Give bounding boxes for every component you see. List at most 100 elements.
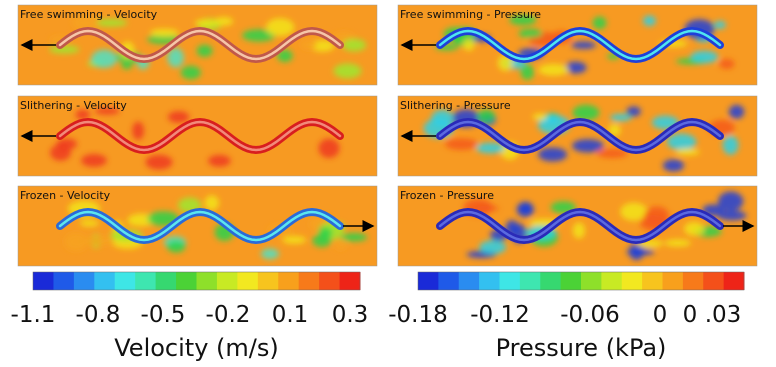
contour-blob: [277, 49, 293, 63]
colorbar-swatch: [519, 272, 541, 290]
contour-blob: [81, 153, 107, 167]
body-highlight: [438, 210, 722, 242]
colorbar-swatch: [278, 272, 300, 290]
contour-blob: [608, 123, 621, 137]
contour-blob: [79, 220, 100, 227]
colorbar-swatch: [135, 272, 157, 290]
contour-blob: [194, 19, 217, 27]
colorbar-swatch: [196, 272, 218, 290]
colorbar-swatch: [176, 272, 197, 290]
contour-blob: [445, 138, 478, 150]
contour-blob: [167, 111, 190, 123]
contour-blob: [675, 148, 700, 156]
contour-blob: [571, 41, 597, 49]
colorbar-tick-label: 0.3: [332, 302, 369, 328]
contour-blob: [282, 236, 307, 244]
colorbar-swatch: [418, 272, 439, 290]
contour-blob: [196, 44, 213, 57]
panel-label: Frozen - Velocity: [20, 189, 111, 202]
colorbar-swatch: [682, 272, 704, 290]
panel: Slithering - Velocity: [17, 95, 378, 177]
colorbar-tick-label: 0: [653, 302, 668, 328]
contour-blob: [722, 135, 739, 155]
contour-blob: [516, 202, 534, 218]
contour-blob: [509, 14, 537, 26]
contour-blob: [719, 58, 735, 70]
contour-blob: [666, 133, 697, 151]
contour-blob: [538, 63, 569, 76]
contour-blob: [71, 15, 99, 31]
contour-blob: [167, 48, 184, 68]
colorbar-swatch: [216, 272, 238, 290]
colorbar-swatch: [499, 272, 521, 290]
contour-blob: [145, 154, 173, 170]
contour-blob: [571, 139, 604, 153]
contour-blob: [532, 113, 547, 121]
contour-blob: [572, 222, 586, 239]
colorbar-swatch: [339, 272, 361, 290]
colorbar-swatch: [438, 272, 460, 290]
contour-blob: [543, 114, 560, 124]
body-highlight: [58, 210, 342, 242]
contour-blob: [475, 142, 506, 154]
contour-blob: [718, 191, 744, 212]
body-highlight: [438, 120, 722, 152]
contour-blob: [472, 205, 499, 212]
contour-blob: [300, 40, 317, 50]
contour-blob: [180, 65, 201, 80]
contour-blob: [56, 138, 78, 150]
colorbar-swatch: [662, 272, 684, 290]
contour-blob: [167, 240, 186, 253]
contour-blob: [242, 29, 276, 42]
colorbar-tick-label: 0.1: [272, 302, 309, 328]
panel: Frozen - Velocity: [17, 185, 378, 267]
contour-blob: [626, 106, 641, 117]
colorbar-frame: [32, 271, 361, 291]
colorbar-swatch: [155, 272, 177, 290]
colorbar-tick-label: .03: [705, 302, 742, 328]
contour-blob: [477, 109, 496, 123]
contour-blob: [642, 15, 656, 27]
colorbar-swatch: [642, 272, 663, 290]
panel: Free swimming - Velocity: [17, 4, 378, 86]
colorbar-title: Pressure (kPa): [496, 334, 667, 362]
panel-background: [17, 95, 378, 177]
panel: Free swimming - Pressure: [397, 4, 758, 86]
colorbar-swatch: [621, 272, 643, 290]
contour-blob: [690, 50, 719, 64]
colorbar: -1.1 -0.8 -0.5 -0.2 0.1 0.3 Velocity (m/s): [11, 271, 369, 362]
contours: [49, 15, 367, 80]
contour-blob: [592, 16, 607, 30]
contour-blob: [564, 61, 587, 74]
contour-blob: [572, 104, 600, 121]
colorbar-swatch: [581, 272, 602, 290]
contour-blob: [318, 225, 333, 239]
contour-blob: [260, 248, 279, 260]
contour-blob: [609, 113, 632, 122]
contour-blob: [149, 28, 179, 37]
contour-blob: [94, 107, 120, 115]
colorbar-swatch: [114, 272, 136, 290]
contour-blob: [208, 154, 231, 167]
contour-blob: [728, 104, 745, 119]
body-highlight: [438, 29, 722, 61]
colorbar-swatch: [53, 272, 75, 290]
contour-blob: [310, 40, 335, 52]
contour-blob: [342, 38, 367, 52]
body-highlight: [58, 120, 342, 152]
contour-blob: [714, 20, 726, 29]
contours: [435, 14, 735, 80]
panel-label: Frozen - Pressure: [400, 189, 494, 202]
contour-blob: [684, 221, 705, 236]
contour-blob: [132, 121, 145, 140]
colorbar: -0.18 -0.12 -0.06 0 0 .03 Pressure (kPa): [388, 271, 745, 362]
colorbar-swatch: [703, 272, 725, 290]
contour-blob: [341, 233, 368, 242]
contour-blob: [75, 109, 91, 120]
contour-blob: [497, 54, 513, 72]
colorbar-tick-label: -0.06: [560, 302, 620, 328]
colorbar-swatch: [319, 272, 341, 290]
contour-blob: [644, 206, 670, 226]
contour-blob: [520, 64, 535, 80]
